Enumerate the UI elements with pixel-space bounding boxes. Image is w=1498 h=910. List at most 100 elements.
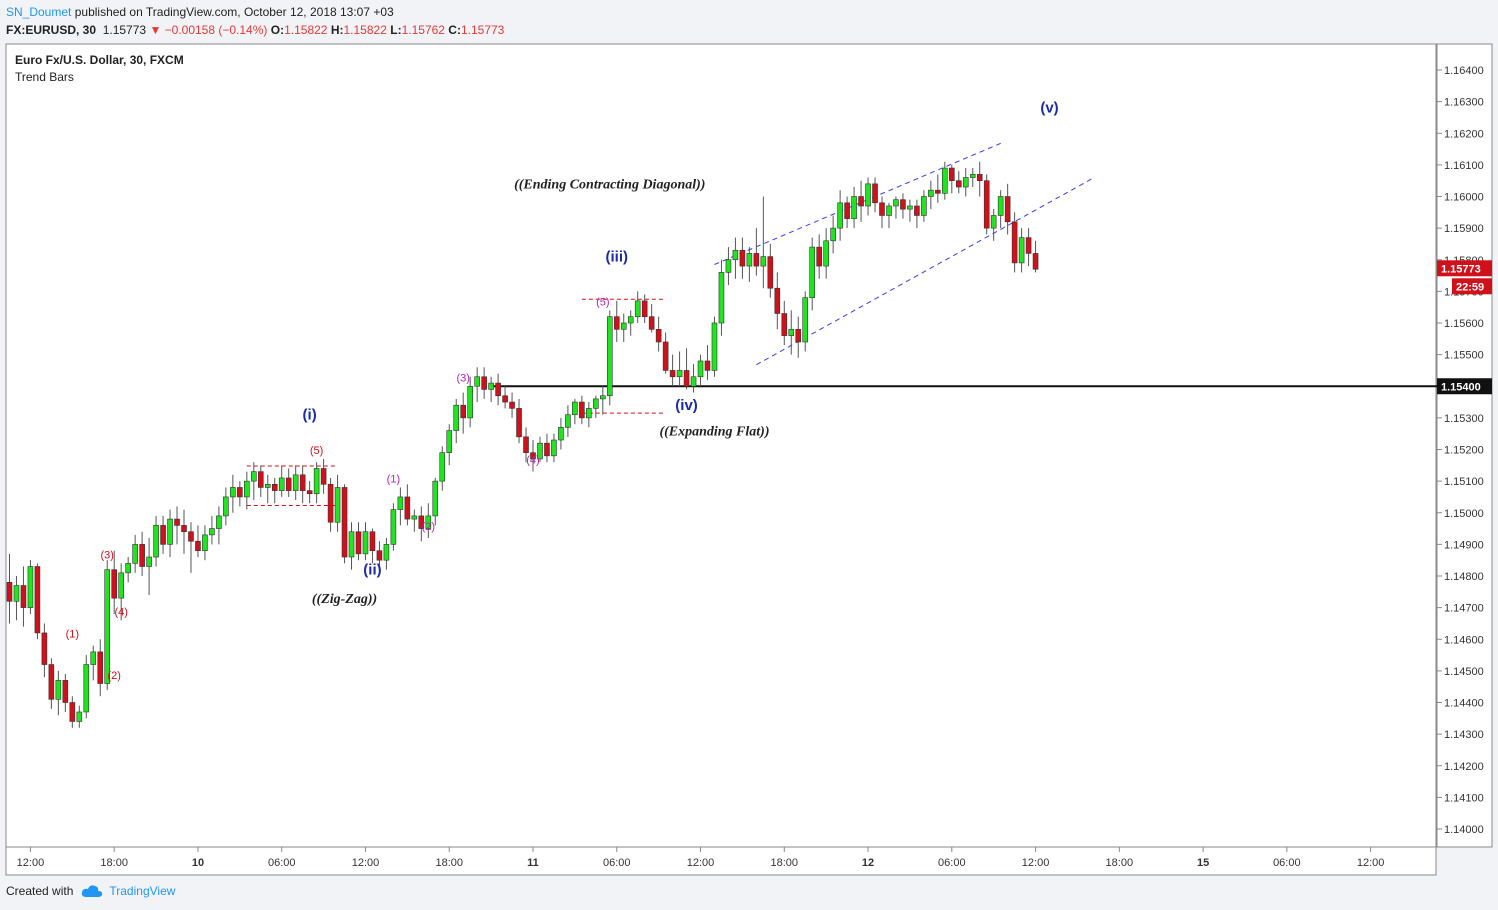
candle[interactable] bbox=[935, 174, 941, 203]
candle[interactable] bbox=[1032, 240, 1039, 273]
candle[interactable] bbox=[914, 199, 920, 229]
candle[interactable] bbox=[118, 563, 124, 621]
candle[interactable] bbox=[509, 392, 515, 418]
candle[interactable] bbox=[474, 367, 480, 403]
candle[interactable] bbox=[139, 531, 145, 576]
candle[interactable] bbox=[48, 658, 55, 709]
candle[interactable] bbox=[537, 436, 543, 463]
candle[interactable] bbox=[544, 433, 550, 463]
candle[interactable] bbox=[928, 180, 934, 210]
candle[interactable] bbox=[230, 474, 236, 513]
candle[interactable] bbox=[858, 180, 864, 222]
candle[interactable] bbox=[802, 291, 809, 352]
candle[interactable] bbox=[195, 525, 201, 558]
candle[interactable] bbox=[620, 313, 627, 342]
candle[interactable] bbox=[572, 398, 578, 425]
candle[interactable] bbox=[893, 196, 899, 219]
candle[interactable] bbox=[788, 310, 795, 355]
candle[interactable] bbox=[809, 237, 816, 311]
candle[interactable] bbox=[299, 465, 306, 504]
candle[interactable] bbox=[718, 259, 725, 336]
candle[interactable] bbox=[725, 247, 732, 286]
candle[interactable] bbox=[830, 215, 836, 254]
candle[interactable] bbox=[795, 316, 802, 358]
candle[interactable] bbox=[34, 563, 41, 640]
candle[interactable] bbox=[153, 515, 159, 567]
candle[interactable] bbox=[348, 522, 355, 570]
candle[interactable] bbox=[467, 376, 473, 428]
diagonal-channel-line[interactable] bbox=[756, 178, 1092, 366]
candle[interactable] bbox=[962, 168, 969, 197]
candle[interactable] bbox=[1011, 212, 1018, 273]
candle[interactable] bbox=[160, 515, 166, 554]
price-axis[interactable] bbox=[1436, 43, 1493, 848]
candle[interactable] bbox=[27, 560, 34, 614]
candle[interactable] bbox=[774, 272, 781, 330]
candle[interactable] bbox=[523, 427, 529, 463]
candle[interactable] bbox=[306, 481, 313, 504]
candle[interactable] bbox=[907, 199, 913, 222]
candle[interactable] bbox=[104, 560, 111, 690]
candle[interactable] bbox=[209, 515, 215, 545]
candle[interactable] bbox=[816, 234, 822, 279]
candle[interactable] bbox=[983, 174, 990, 235]
candle[interactable] bbox=[606, 310, 613, 406]
candle[interactable] bbox=[460, 392, 467, 434]
candle[interactable] bbox=[886, 202, 892, 229]
candle[interactable] bbox=[697, 354, 704, 387]
candle[interactable] bbox=[767, 243, 774, 298]
candle[interactable] bbox=[146, 538, 152, 595]
candle[interactable] bbox=[362, 522, 369, 561]
candle[interactable] bbox=[320, 458, 327, 494]
candle[interactable] bbox=[921, 190, 927, 222]
candle[interactable] bbox=[690, 364, 697, 393]
candle[interactable] bbox=[327, 477, 334, 532]
candle[interactable] bbox=[264, 474, 271, 504]
candle[interactable] bbox=[711, 316, 718, 377]
candle[interactable] bbox=[704, 345, 711, 380]
candle[interactable] bbox=[1004, 183, 1011, 235]
candle[interactable] bbox=[495, 373, 501, 406]
candle[interactable] bbox=[669, 354, 676, 387]
candle[interactable] bbox=[1025, 228, 1032, 267]
candle[interactable] bbox=[174, 506, 180, 545]
candle[interactable] bbox=[97, 639, 104, 697]
candle[interactable] bbox=[334, 474, 341, 532]
candle[interactable] bbox=[488, 376, 494, 403]
diagonal-channel-line[interactable] bbox=[714, 142, 1001, 265]
candle[interactable] bbox=[244, 471, 250, 510]
candle[interactable] bbox=[942, 161, 948, 200]
candle[interactable] bbox=[411, 509, 418, 532]
candle[interactable] bbox=[216, 506, 222, 545]
candle[interactable] bbox=[481, 367, 487, 399]
candle[interactable] bbox=[837, 190, 843, 241]
candle[interactable] bbox=[257, 465, 264, 497]
candle[interactable] bbox=[565, 405, 571, 437]
candle[interactable] bbox=[753, 228, 760, 276]
candle[interactable] bbox=[948, 164, 955, 194]
candle[interactable] bbox=[1018, 228, 1025, 273]
candle[interactable] bbox=[111, 550, 117, 614]
candle[interactable] bbox=[278, 465, 285, 497]
candle[interactable] bbox=[760, 196, 767, 289]
candle[interactable] bbox=[516, 398, 522, 444]
candle[interactable] bbox=[6, 553, 13, 624]
candle[interactable] bbox=[355, 522, 362, 561]
candle[interactable] bbox=[823, 228, 829, 279]
candle[interactable] bbox=[425, 503, 432, 539]
candle[interactable] bbox=[627, 310, 634, 336]
candle[interactable] bbox=[662, 332, 669, 374]
candle[interactable] bbox=[655, 316, 662, 352]
candle[interactable] bbox=[132, 534, 138, 573]
candle[interactable] bbox=[251, 462, 257, 501]
candle[interactable] bbox=[558, 417, 564, 450]
candle[interactable] bbox=[404, 484, 411, 526]
candle[interactable] bbox=[634, 291, 641, 323]
candle[interactable] bbox=[453, 398, 460, 444]
candle[interactable] bbox=[181, 509, 187, 554]
plot-area[interactable] bbox=[5, 43, 1437, 848]
candle[interactable] bbox=[292, 465, 299, 501]
candle[interactable] bbox=[376, 541, 383, 570]
candle[interactable] bbox=[341, 484, 348, 564]
